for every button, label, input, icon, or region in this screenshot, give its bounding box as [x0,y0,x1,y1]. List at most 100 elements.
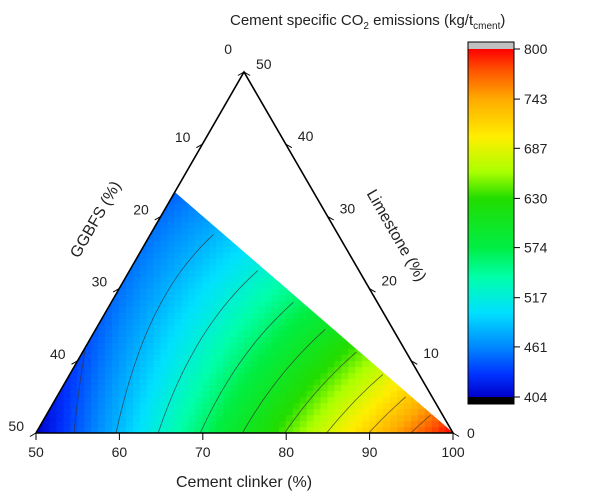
heatmap-cell [56,203,65,211]
heatmap-cell [90,246,99,254]
heatmap-cell [83,270,92,278]
heatmap-cell [42,342,51,350]
heatmap-cell [383,372,392,380]
heatmap-cell [36,305,44,313]
heatmap-cell [36,101,44,109]
heatmap-cell [77,191,86,199]
heatmap-cell [146,173,155,181]
heatmap-cell [153,203,162,211]
heatmap-cell [70,167,79,175]
heatmap-cell [97,173,106,181]
heatmap-cell [55,155,64,163]
heatmap-cell [90,155,99,163]
heatmap-cell [125,155,134,163]
heatmap-cell [49,179,58,187]
ggbfs-tick-label: 50 [8,418,24,434]
heatmap-cell [36,198,43,206]
heatmap-cell [132,233,141,241]
heatmap-cell [83,198,92,206]
heatmap-cell [104,257,114,265]
heatmap-cell [62,119,71,127]
heatmap-cell [181,197,190,205]
heatmap-cell [104,167,113,175]
heatmap-cell [125,240,134,248]
heatmap-cell [118,263,127,271]
heatmap-cell [70,330,79,338]
heatmap-cell [36,348,44,356]
heatmap-cell [36,330,44,338]
heatmap-cell [118,227,127,235]
heatmap-cell [90,149,99,157]
heatmap-cell [76,186,85,193]
heatmap-cell [56,324,65,332]
heatmap-cell [111,149,120,157]
heatmap-cell [111,209,120,217]
heatmap-cell [223,233,232,241]
heatmap-cell [84,197,93,205]
heatmap-cell [69,155,78,163]
heatmap-cell [90,161,99,169]
heatmap-cell [70,131,79,139]
heatmap-cell [76,143,86,151]
heatmap-cell [84,191,93,199]
heatmap-cell [55,204,64,212]
heatmap-cell [36,131,44,139]
heatmap-cell [69,228,78,236]
heatmap-cell [146,192,155,200]
heatmap-cell [69,125,78,133]
heatmap-cell [42,396,51,404]
heatmap-cell [76,198,85,206]
heatmap-cell [41,101,50,109]
heatmap-cell [69,312,78,320]
heatmap-cell [55,330,64,338]
ggbfs-tick-label: 40 [50,346,66,362]
heatmap-cell [90,312,99,320]
heatmap-cell [36,293,44,301]
heatmap-cell [125,209,134,217]
heatmap-cell [159,192,169,200]
heatmap-cell [111,252,120,260]
heatmap-cell [55,216,64,224]
heatmap-cell [36,354,44,362]
heatmap-cell [42,402,51,410]
heatmap-cell [48,107,57,115]
heatmap-cell [49,257,58,265]
heatmap-cell [125,186,134,193]
heatmap-cell [36,396,44,404]
colorbar-tick-label: 574 [524,240,548,256]
heatmap-cell [49,209,58,217]
heatmap-cell [36,173,43,181]
heatmap-cell [49,131,58,139]
heatmap-cell [36,366,44,374]
heatmap-cell [97,155,106,163]
heatmap-cell [118,257,127,265]
heatmap-cell [63,318,72,326]
heatmap-cell [55,192,64,200]
heatmap-cell [90,167,99,175]
heatmap-cell [41,234,50,242]
heatmap-cell [77,336,86,344]
heatmap-cell [48,246,57,254]
heatmap-cell [56,191,65,199]
clinker-tick-label: 70 [195,444,211,460]
heatmap-cell [69,300,78,308]
heatmap-cell [63,149,72,157]
heatmap-cell [55,107,64,115]
heatmap-cell [48,173,57,181]
heatmap-cell [70,173,79,181]
heatmap-cell [111,239,120,247]
heatmap-cell [36,161,43,169]
heatmap-cell [36,269,44,277]
heatmap-cell [36,342,44,350]
heatmap-cell [49,372,58,380]
heatmap-cell [77,179,86,187]
heatmap-cell [97,240,106,248]
heatmap-cell [41,288,51,296]
heatmap-cell [36,77,44,85]
heatmap-cell [70,221,79,229]
heatmap-cell [63,305,72,313]
heatmap-cell [90,131,99,139]
heatmap-cell [62,155,71,163]
limestone-tick-label: 0 [467,425,475,441]
heatmap-cell [48,258,57,266]
